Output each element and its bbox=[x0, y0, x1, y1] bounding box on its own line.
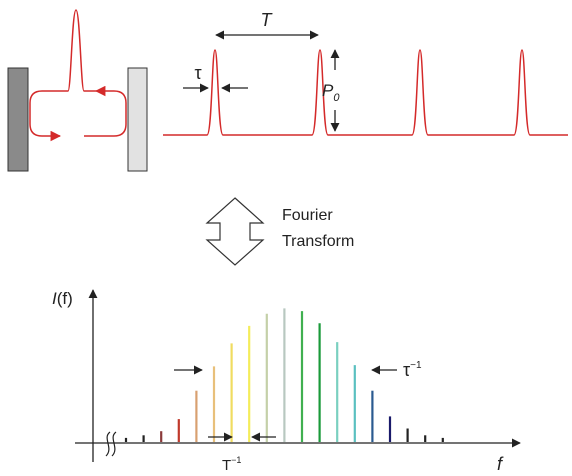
left-mirror bbox=[7, 67, 29, 172]
y-axis-label-main: I bbox=[52, 289, 57, 308]
mode-spacing-symbol: T bbox=[222, 457, 231, 474]
right-mirror bbox=[127, 67, 148, 172]
x-axis-label: f bbox=[497, 454, 504, 474]
spectrum-lines bbox=[124, 308, 444, 442]
peak-power-label: P0 bbox=[322, 81, 340, 104]
peak-power-annotation: P0 bbox=[322, 49, 340, 132]
peak-power-symbol: P bbox=[322, 81, 334, 100]
period-label: T bbox=[261, 10, 274, 30]
spectral-width-annotation: τ−1 bbox=[174, 360, 422, 380]
double-headed-arrow-icon bbox=[205, 197, 265, 266]
cavity-beam-path-right bbox=[84, 85, 127, 137]
pulse-train bbox=[163, 49, 568, 136]
spectral-width-symbol: τ bbox=[403, 360, 410, 380]
spectral-width-label: τ−1 bbox=[403, 360, 422, 380]
transform-label: Transform bbox=[282, 233, 354, 250]
spectral-width-superscript: −1 bbox=[410, 360, 422, 371]
y-axis-label-arg: (f) bbox=[57, 289, 73, 308]
pulse-width-annotation: τ bbox=[183, 63, 248, 93]
intracavity-pulse bbox=[67, 9, 96, 92]
fourier-transform-arrow: Fourier Transform bbox=[205, 197, 354, 266]
peak-power-subscript: 0 bbox=[333, 92, 340, 104]
mode-spacing-superscript: −1 bbox=[231, 455, 241, 465]
axis-break-icon bbox=[105, 431, 117, 457]
laser-cavity bbox=[7, 9, 148, 172]
mode-spacing-annotation: T−1 bbox=[208, 432, 276, 474]
cavity-beam-path bbox=[29, 90, 68, 142]
mode-spacing-label: T−1 bbox=[222, 455, 241, 474]
spectrum-axes: I(f) f bbox=[52, 289, 521, 474]
pulse-width-label: τ bbox=[194, 63, 201, 83]
fourier-label: Fourier bbox=[282, 207, 333, 224]
y-axis-label: I(f) bbox=[52, 289, 73, 308]
period-annotation: T bbox=[215, 10, 319, 40]
